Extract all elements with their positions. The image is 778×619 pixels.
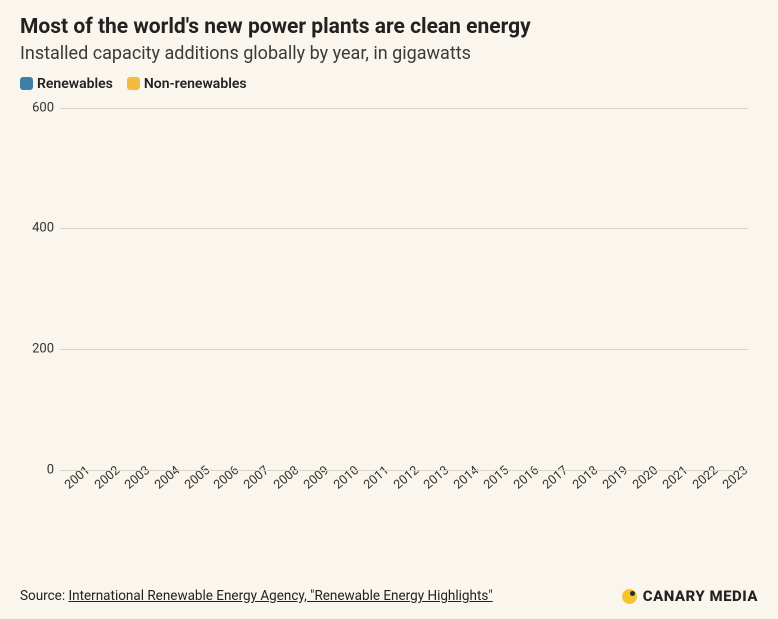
x-tick-label: 2007 [241, 463, 272, 493]
chart-card: { "title": "Most of the world's new powe… [0, 0, 778, 619]
canary-dot-icon [622, 589, 637, 604]
x-tick-label: 2006 [211, 463, 242, 493]
y-tick-label: 600 [20, 100, 54, 115]
x-tick-label: 2011 [361, 463, 392, 493]
legend-swatch [20, 77, 33, 90]
source-line: Source: International Renewable Energy A… [20, 588, 493, 604]
x-tick-label: 2020 [630, 463, 661, 493]
gridline [60, 228, 748, 229]
gridline [60, 349, 748, 350]
y-tick-label: 400 [20, 221, 54, 236]
y-tick-label: 200 [20, 341, 54, 356]
gridline [60, 108, 748, 109]
x-tick-label: 2009 [301, 463, 332, 493]
x-tick-label: 2016 [510, 463, 541, 493]
footer: Source: International Renewable Energy A… [20, 587, 758, 605]
chart-title: Most of the world's new power plants are… [20, 14, 758, 40]
gridline [60, 470, 748, 471]
x-tick-label: 2014 [451, 463, 482, 493]
x-tick-label: 2017 [540, 463, 571, 493]
x-tick-label: 2003 [122, 463, 153, 493]
source-link[interactable]: International Renewable Energy Agency, "… [68, 588, 492, 604]
brand-text: CANARY MEDIA [643, 587, 758, 605]
brand-logo: CANARY MEDIA [622, 587, 758, 605]
chart-area: 2001200220032004200520062007200820092010… [20, 100, 758, 520]
legend-swatch [127, 77, 140, 90]
x-tick-label: 2015 [481, 463, 512, 493]
legend: Renewables Non-renewables [20, 76, 758, 92]
x-tick-label: 2004 [152, 463, 183, 493]
legend-label: Renewables [37, 76, 113, 92]
x-tick-label: 2021 [660, 463, 691, 493]
x-tick-label: 2008 [271, 463, 302, 493]
x-tick-label: 2010 [331, 463, 362, 493]
bars-container: 2001200220032004200520062007200820092010… [60, 108, 748, 470]
x-tick-label: 2023 [720, 463, 751, 493]
x-tick-label: 2018 [570, 463, 601, 493]
chart-subtitle: Installed capacity additions globally by… [20, 42, 758, 65]
x-tick-label: 2019 [600, 463, 631, 493]
legend-item: Non-renewables [127, 76, 247, 92]
plot-area: 2001200220032004200520062007200820092010… [60, 108, 748, 470]
x-tick-label: 2005 [181, 463, 212, 493]
legend-item: Renewables [20, 76, 113, 92]
legend-label: Non-renewables [144, 76, 247, 92]
y-tick-label: 0 [20, 462, 54, 477]
x-tick-label: 2013 [421, 463, 452, 493]
x-tick-label: 2001 [62, 463, 93, 493]
source-prefix: Source: [20, 588, 68, 604]
x-tick-label: 2012 [391, 463, 422, 493]
x-tick-label: 2002 [92, 463, 123, 493]
x-tick-label: 2022 [690, 463, 721, 493]
